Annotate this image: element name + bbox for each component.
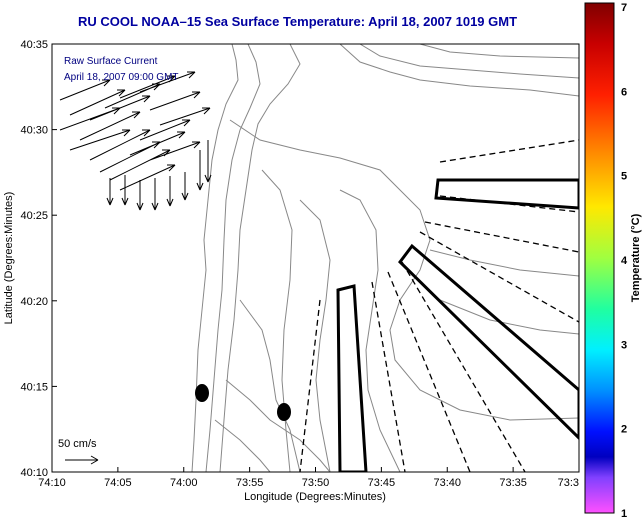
- map-layer: [52, 44, 579, 472]
- colorbar-tick-label: 7: [621, 2, 627, 14]
- buoy-marker-2: [277, 403, 291, 421]
- x-axis-label: Longitude (Degrees:Minutes): [244, 491, 386, 503]
- scale-label: 50 cm/s: [58, 438, 97, 450]
- x-axis: 74:10 74:05 74:00 73:55 73:50 73:45 73:40 73:35…: [38, 467, 580, 489]
- x-tick-label: 73:35: [499, 477, 527, 489]
- colorbar-tick-label: 1: [621, 508, 627, 518]
- colorbar-tick-label: 6: [621, 86, 627, 98]
- x-tick-label: 74:05: [104, 477, 132, 489]
- colorbar-label: Temperature (°C): [630, 213, 642, 302]
- colorbar-tick-label: 2: [621, 424, 627, 436]
- y-axis-label: Latitude (Degrees:Minutes): [3, 192, 15, 325]
- y-axis: 40:35 40:30 40:25 40:20 40:15 40:10: [20, 39, 57, 479]
- y-tick-label: 40:10: [20, 467, 48, 479]
- colorbar-tick-label: 5: [621, 171, 627, 183]
- buoy-marker-1: [195, 384, 209, 402]
- x-tick-label: 73:40: [433, 477, 461, 489]
- scale-arrow: [65, 455, 99, 465]
- map-title: RU COOL NOAA–15 Sea Surface Temperature:…: [78, 14, 518, 29]
- x-tick-label: 74:10: [38, 477, 66, 489]
- y-tick-label: 40:15: [20, 381, 48, 393]
- legend-current-label: Raw Surface Current: [64, 56, 158, 67]
- y-tick-label: 40:30: [20, 125, 48, 137]
- x-tick-label: 73:45: [368, 477, 396, 489]
- x-tick-label: 73:55: [236, 477, 264, 489]
- x-tick-label: 73:3: [558, 477, 579, 489]
- bathymetry-contours: [191, 44, 579, 472]
- current-vectors: [59, 71, 212, 211]
- y-tick-label: 40:35: [20, 39, 48, 51]
- land-area: [52, 44, 238, 472]
- x-tick-label: 73:50: [302, 477, 330, 489]
- colorbar-tick-label: 3: [621, 339, 627, 351]
- x-tick-label: 74:00: [170, 477, 198, 489]
- y-tick-label: 40:25: [20, 210, 48, 222]
- colorbar-ticks: 7 6 5 4 3 2 1: [621, 2, 628, 518]
- transect-polygons: [336, 178, 579, 472]
- colorbar: [584, 2, 615, 514]
- colorbar-tick-label: 4: [621, 255, 628, 267]
- legend-current-time: April 18, 2007 09:00 GMT: [64, 72, 179, 83]
- y-tick-label: 40:20: [20, 296, 48, 308]
